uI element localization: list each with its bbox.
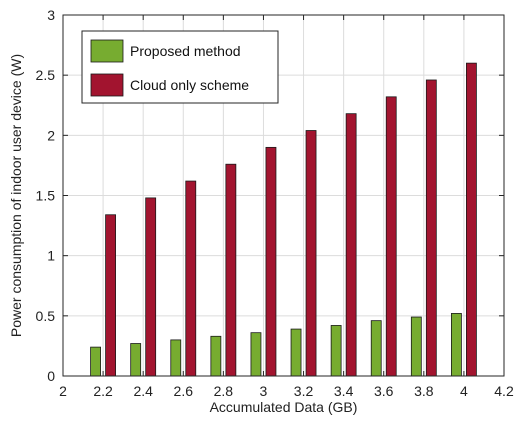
- legend-swatch-proposed-method: [90, 39, 124, 63]
- legend: Proposed method Cloud only scheme: [81, 30, 279, 104]
- bar-cloud-only-scheme: [345, 113, 357, 377]
- bar-proposed-method: [170, 339, 182, 377]
- x-tick-label: 2: [59, 383, 67, 399]
- x-tick-label: 3.8: [414, 383, 434, 399]
- ticks: 0 0.5 1 1.5 2 2.5 3 2 2.2 2.4 2.6 2.8 3 3.2 3.4 3.6 3.8 4…: [36, 7, 514, 399]
- y-axis-label: Power consumption of indoor user device …: [8, 54, 24, 337]
- bar-proposed-method: [90, 346, 101, 377]
- bar-proposed-method: [370, 320, 382, 377]
- bar-cloud-only-scheme: [385, 96, 397, 377]
- x-tick-label: 2.8: [214, 383, 234, 399]
- y-tick-label: 2: [47, 127, 55, 143]
- x-axis-label: Accumulated Data (GB): [210, 399, 358, 415]
- bar-proposed-method: [250, 332, 262, 377]
- x-tick-label: 3.4: [334, 383, 354, 399]
- x-tick-label: 2.4: [133, 383, 153, 399]
- y-tick-label: 2.5: [36, 67, 56, 83]
- bar-cloud-only-scheme: [145, 197, 157, 377]
- x-tick-label: 4.2: [494, 383, 514, 399]
- bar-proposed-method: [451, 313, 462, 377]
- bar-proposed-method: [410, 316, 422, 377]
- x-tick-label: 3: [260, 383, 268, 399]
- legend-label-proposed-method: Proposed method: [130, 43, 241, 59]
- bar-cloud-only-scheme: [105, 214, 116, 377]
- y-tick-label: 0: [47, 368, 55, 384]
- bar-proposed-method: [290, 328, 302, 377]
- y-tick-label: 1.5: [36, 188, 56, 204]
- bar-cloud-only-scheme: [425, 79, 437, 377]
- bar-proposed-method: [130, 343, 142, 377]
- bar-proposed-method: [330, 325, 342, 377]
- bar-cloud-only-scheme: [466, 62, 477, 377]
- x-tick-label: 3.2: [294, 383, 314, 399]
- bar-cloud-only-scheme: [305, 130, 317, 377]
- legend-swatch-cloud-only-scheme: [90, 73, 124, 97]
- y-tick-label: 3: [47, 7, 55, 23]
- bar-cloud-only-scheme: [265, 146, 277, 377]
- legend-label-cloud-only-scheme: Cloud only scheme: [130, 77, 249, 93]
- x-tick-label: 2.2: [93, 383, 113, 399]
- y-tick-label: 1: [47, 248, 55, 264]
- bars: [90, 62, 477, 377]
- x-tick-label: 4: [460, 383, 468, 399]
- bar-cloud-only-scheme: [185, 180, 197, 377]
- y-tick-label: 0.5: [36, 308, 56, 324]
- x-tick-label: 3.6: [374, 383, 394, 399]
- bar-cloud-only-scheme: [225, 163, 237, 377]
- bar-proposed-method: [210, 335, 222, 377]
- x-tick-label: 2.6: [174, 383, 194, 399]
